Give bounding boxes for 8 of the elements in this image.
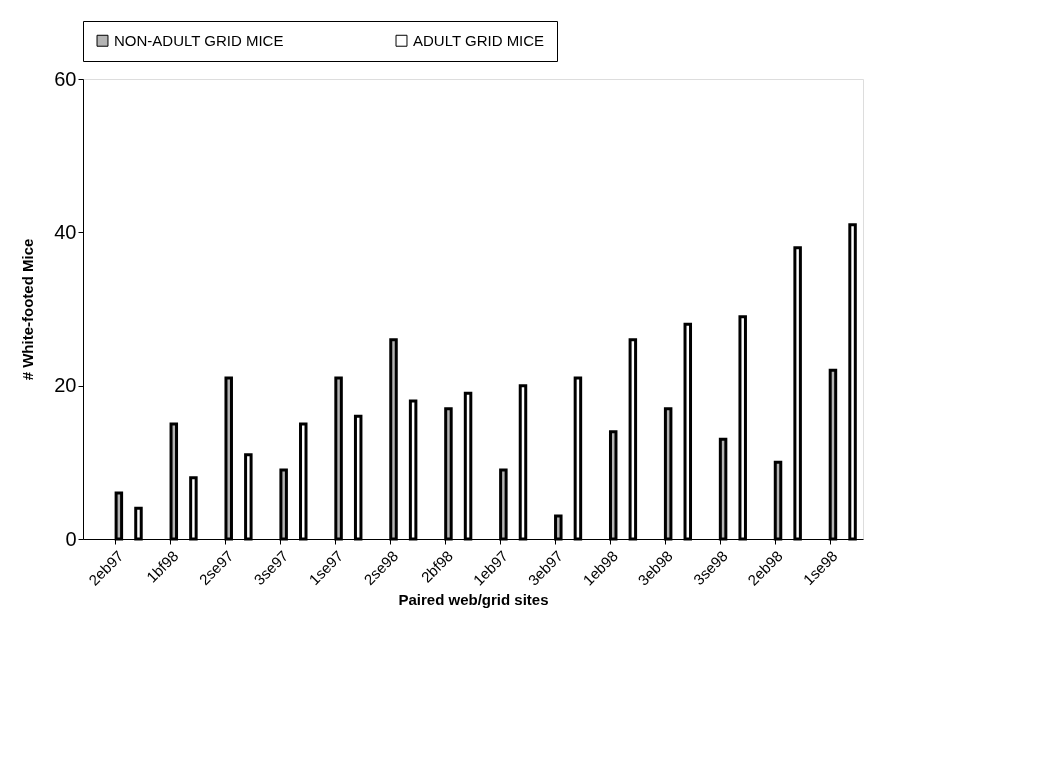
y-tick-label: 0 (65, 527, 77, 550)
legend-label: ADULT GRID MICE (413, 31, 545, 49)
y-tick-label: 60 (54, 67, 77, 90)
legend-label: NON-ADULT GRID MICE (114, 31, 284, 49)
y-axis-title: # White-footed Mice (19, 238, 37, 381)
y-tick-label: 20 (54, 374, 77, 397)
y-tick-label: 40 (54, 220, 77, 243)
x-axis-title: Paired web/grid sites (398, 590, 549, 608)
